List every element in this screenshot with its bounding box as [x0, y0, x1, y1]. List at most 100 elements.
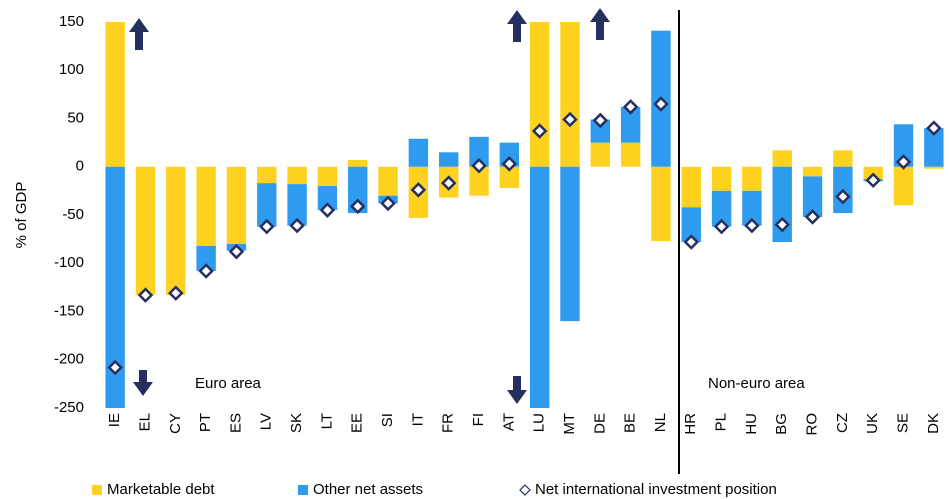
marker	[683, 234, 700, 250]
marker	[228, 243, 245, 260]
bar	[893, 124, 914, 167]
bar	[438, 152, 459, 167]
bar	[560, 22, 580, 167]
marker	[380, 195, 396, 212]
x-tick-label: UK	[864, 413, 881, 434]
marker	[622, 99, 639, 115]
y-tick-label: -250	[54, 399, 84, 416]
y-tick-label: -100	[54, 254, 84, 271]
bar	[711, 190, 732, 227]
x-tick-label: BG	[773, 413, 790, 435]
marker	[259, 218, 275, 235]
y-tick-label: -200	[54, 351, 84, 368]
bar	[105, 22, 125, 167]
bar	[924, 128, 944, 167]
arrow-down	[133, 370, 153, 396]
marker	[653, 96, 669, 112]
x-tick-label: HR	[682, 413, 699, 435]
marker	[865, 172, 881, 189]
legend-label: Other net assets	[313, 481, 423, 498]
marker	[289, 217, 305, 234]
bar	[499, 142, 520, 167]
legend-swatch	[298, 485, 308, 495]
x-tick-label: CZ	[834, 413, 851, 433]
bar	[681, 207, 701, 243]
marker	[471, 158, 487, 174]
x-tick-label: RO	[804, 413, 821, 436]
bar	[529, 166, 550, 408]
bar	[287, 184, 307, 226]
marker	[835, 188, 851, 205]
marker	[562, 111, 578, 128]
bar	[135, 166, 156, 296]
legend-label: Marketable debt	[107, 481, 215, 498]
bar	[772, 150, 792, 167]
bar	[620, 106, 641, 143]
x-tick-label: EE	[349, 413, 366, 433]
marker	[774, 216, 790, 233]
y-tick-label: -50	[62, 206, 84, 223]
marker	[895, 154, 912, 170]
arrow-up	[129, 18, 149, 50]
marker	[319, 202, 336, 218]
x-tick-label: FI	[470, 413, 487, 426]
bar	[499, 166, 520, 188]
bar	[833, 150, 853, 167]
marker	[440, 175, 457, 191]
bar	[469, 136, 489, 167]
bar	[317, 166, 338, 187]
x-tick-label: SE	[894, 413, 911, 433]
bar	[469, 166, 489, 196]
bar	[166, 166, 186, 296]
bar	[348, 166, 368, 214]
marker	[168, 285, 184, 301]
x-tick-label: PL	[713, 413, 730, 431]
marker	[198, 263, 214, 279]
bar	[590, 119, 611, 143]
marker	[501, 156, 518, 172]
x-tick-label: EL	[136, 413, 153, 431]
marker	[410, 182, 427, 198]
y-tick-label: -150	[54, 302, 84, 319]
y-tick-label: 150	[59, 13, 84, 30]
x-tick-label: DE	[591, 413, 608, 434]
x-tick-label: BE	[622, 413, 639, 433]
legend-swatch	[519, 484, 531, 496]
x-tick-label: SK	[288, 413, 305, 433]
bar	[651, 166, 671, 242]
x-tick-label: IT	[409, 413, 426, 426]
bar	[105, 166, 125, 408]
bar	[226, 166, 247, 244]
arrow-up	[590, 8, 610, 40]
x-tick-label: LT	[318, 413, 335, 429]
marker	[713, 218, 730, 235]
marker	[804, 209, 821, 225]
x-tick-label: ES	[227, 413, 244, 433]
marker	[926, 120, 942, 136]
x-tick-label: FR	[440, 413, 457, 433]
plot	[105, 22, 944, 408]
marker	[744, 217, 760, 234]
bar	[348, 159, 368, 167]
bar	[196, 245, 216, 271]
marker	[349, 198, 366, 215]
bar	[408, 138, 429, 167]
bar	[742, 166, 762, 191]
x-tick-label: IE	[106, 413, 123, 427]
x-tick-label: CY	[167, 413, 184, 434]
bar	[378, 166, 398, 196]
bar	[893, 166, 914, 206]
bar	[257, 183, 277, 227]
x-tick-label: PT	[197, 413, 214, 432]
y-tick-label: 100	[59, 61, 84, 78]
y-axis-title: % of GDP	[13, 182, 30, 249]
bar	[742, 190, 762, 226]
annotation: Euro area	[195, 375, 262, 392]
x-tick-label: AT	[500, 413, 517, 431]
annotation: Non-euro area	[708, 375, 805, 392]
bar	[802, 176, 823, 217]
arrows	[129, 8, 610, 404]
x-tick-label: LV	[258, 413, 275, 430]
y-tick-label: 50	[67, 109, 84, 126]
legend-swatch	[92, 485, 102, 495]
